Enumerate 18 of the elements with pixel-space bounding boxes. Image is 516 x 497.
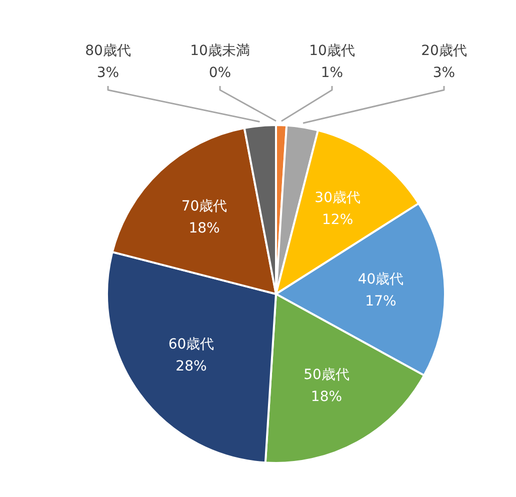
data-label: 18% [188, 220, 220, 237]
slice-label: 80歳代 [85, 43, 131, 59]
data-label: 18% [310, 388, 342, 405]
slice-label: 70歳代 [181, 198, 228, 215]
slice-label: 40歳代 [358, 272, 404, 288]
slice-label: 50歳代 [304, 366, 350, 383]
slice-label: 20歳代 [421, 43, 467, 59]
slice-label: 30歳代 [314, 190, 360, 206]
data-label: 1% [320, 65, 344, 81]
slice-label: 10歳代 [309, 43, 355, 59]
text: 0% [208, 65, 232, 81]
data-label: 12% [322, 212, 354, 228]
data-label: 3% [432, 65, 456, 81]
slice-label: 60歳代 [168, 336, 214, 353]
data-label: 3% [96, 65, 120, 81]
category-label: 10歳未満 [190, 43, 250, 59]
data-label: 28% [176, 358, 207, 375]
data-label: 17% [365, 294, 396, 310]
